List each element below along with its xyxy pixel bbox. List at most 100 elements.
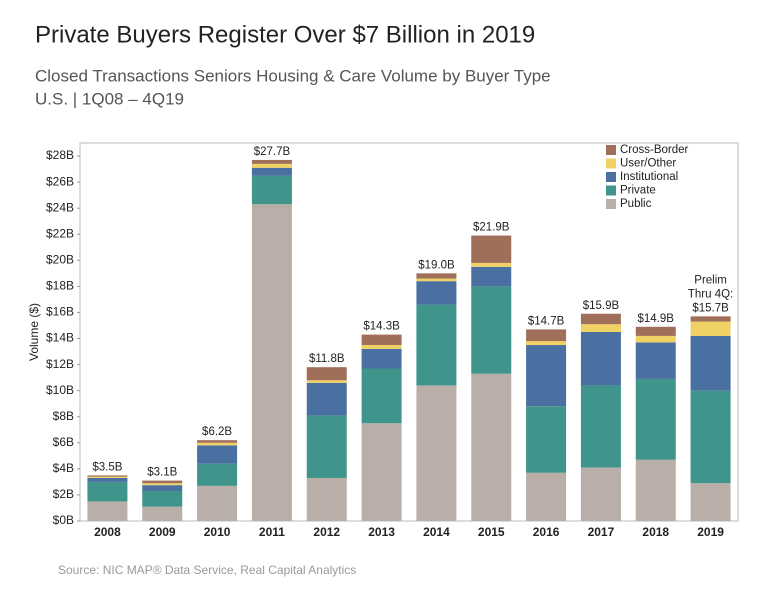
- y-tick-label: $4B: [53, 461, 74, 475]
- bar-segment: [635, 335, 676, 343]
- bar-segment: [306, 382, 347, 416]
- bar-segment: [197, 485, 238, 521]
- bar-segment: [526, 329, 567, 342]
- plot-frame: [79, 142, 739, 522]
- bar-segment: [142, 491, 183, 507]
- y-axis-title: Volume ($): [27, 303, 41, 361]
- bar-segment: [635, 326, 676, 336]
- total-label: $6.2B: [202, 426, 232, 438]
- x-tick-label: 2013: [368, 525, 395, 539]
- bar-segment: [251, 159, 292, 164]
- legend-label: Cross-Border: [620, 144, 689, 156]
- bar-segment: [471, 286, 512, 374]
- y-tick-label: $26B: [46, 174, 74, 188]
- y-tick-label: $12B: [46, 357, 74, 371]
- bar-segment: [690, 390, 731, 484]
- bar-segment: [306, 477, 347, 521]
- y-tick-label: $20B: [46, 252, 74, 266]
- source: Source: NIC MAP® Data Service, Real Capi…: [58, 563, 356, 577]
- bar-segment: [87, 477, 128, 482]
- total-label: $27.7B: [254, 146, 291, 158]
- bar-segment: [416, 304, 457, 386]
- bar-segment: [197, 463, 238, 486]
- y-tick-label: $18B: [46, 279, 74, 293]
- bar-segment: [306, 415, 347, 478]
- bar-segment: [471, 266, 512, 287]
- bar-segment: [416, 281, 457, 305]
- y-tick-label: $14B: [46, 331, 74, 345]
- legend-swatch: [606, 185, 616, 196]
- total-label: $3.5B: [92, 461, 122, 473]
- annotation: Thru 4Q:: [688, 288, 733, 300]
- y-tick-label: $6B: [53, 435, 74, 449]
- x-tick-label: 2019: [697, 525, 724, 539]
- legend-label: User/Other: [620, 158, 676, 170]
- annotation: Prelim: [694, 274, 727, 286]
- bar-segment: [306, 380, 347, 383]
- bar-segment: [197, 445, 238, 464]
- bar-segment: [142, 480, 183, 484]
- bar-segment: [471, 262, 512, 267]
- legend-label: Institutional: [620, 171, 678, 183]
- total-label: $3.1B: [147, 467, 177, 479]
- bar-segment: [142, 506, 183, 521]
- total-label: $14.9B: [638, 313, 675, 325]
- x-tick-label: 2015: [478, 525, 505, 539]
- subtitle: U.S. | 1Q08 – 4Q19: [35, 89, 184, 108]
- bar-segment: [251, 175, 292, 205]
- bar-segment: [416, 278, 457, 282]
- y-tick-label: $24B: [46, 200, 74, 214]
- bar-segment: [690, 321, 731, 336]
- bar-segment: [361, 423, 402, 521]
- bar-segment: [142, 485, 183, 492]
- bar-segment: [197, 442, 238, 446]
- x-tick-label: 2016: [533, 525, 560, 539]
- total-label: $19.0B: [418, 259, 455, 271]
- x-tick-label: 2018: [642, 525, 669, 539]
- bar-segment: [580, 324, 621, 332]
- bar-segment: [690, 483, 731, 521]
- bar-segment: [197, 440, 238, 443]
- bar-segment: [87, 481, 128, 502]
- bar-segment: [361, 368, 402, 424]
- bar-segment: [251, 204, 292, 521]
- total-label: $15.7B: [692, 302, 729, 314]
- x-tick-label: 2009: [149, 525, 176, 539]
- y-tick-label: $8B: [53, 409, 74, 423]
- bar-segment: [690, 335, 731, 391]
- bar-segment: [635, 378, 676, 460]
- y-tick-label: $28B: [46, 148, 74, 162]
- bar-segment: [361, 348, 402, 369]
- bar-segment: [635, 342, 676, 379]
- bar-segment: [580, 467, 621, 521]
- bar-segment: [361, 345, 402, 349]
- subtitle: Closed Transactions Seniors Housing & Ca…: [35, 66, 551, 85]
- bar-segment: [580, 332, 621, 386]
- x-tick-label: 2017: [588, 525, 615, 539]
- y-tick-label: $10B: [46, 383, 74, 397]
- bar-segment: [580, 385, 621, 468]
- x-tick-label: 2012: [313, 525, 340, 539]
- bar-segment: [416, 385, 457, 521]
- bar-segment: [306, 367, 347, 381]
- bar-segment: [87, 501, 128, 521]
- bar-segment: [142, 483, 183, 486]
- bar-segment: [251, 167, 292, 176]
- bar-segment: [526, 345, 567, 407]
- bar-segment: [471, 235, 512, 263]
- x-tick-label: 2010: [204, 525, 231, 539]
- legend-swatch: [606, 172, 616, 182]
- bar-segment: [471, 373, 512, 521]
- y-tick-label: $22B: [46, 226, 74, 240]
- y-tick-label: $0B: [53, 513, 74, 527]
- x-tick-label: 2011: [259, 525, 285, 539]
- total-label: $15.9B: [583, 300, 620, 312]
- legend-swatch: [606, 145, 616, 155]
- legend-swatch: [606, 158, 616, 169]
- bar-segment: [416, 273, 457, 279]
- bar-segment: [690, 316, 731, 322]
- bar-segment: [87, 475, 128, 477]
- bar-segment: [526, 406, 567, 473]
- y-tick-label: $16B: [46, 305, 74, 319]
